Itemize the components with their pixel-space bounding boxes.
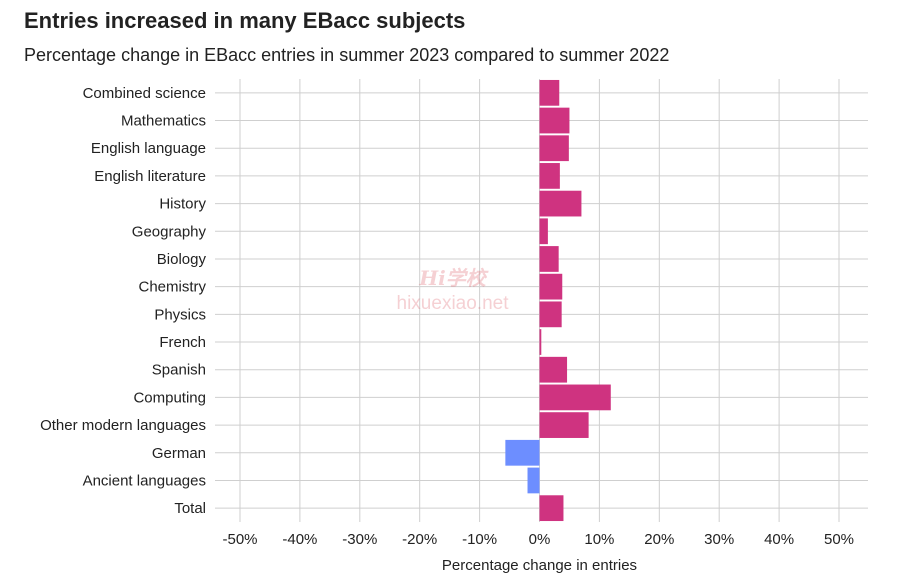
x-tick-label: -20% [402,531,437,548]
category-label: Geography [132,223,207,240]
bar [539,384,611,411]
bar [539,356,568,383]
category-label: Physics [154,306,206,323]
bar [539,301,562,328]
x-tick-label: 30% [704,531,734,548]
category-label: Chemistry [138,279,206,296]
category-label: Ancient languages [83,472,206,489]
category-label: German [152,445,206,462]
bar [539,107,570,134]
x-tick-label: -50% [222,531,257,548]
bar [539,163,560,189]
bar [505,439,540,466]
chart-subtitle: Percentage change in EBacc entries in su… [24,45,670,65]
category-label: Total [174,500,206,517]
chart-title: Entries increased in many EBacc subjects [24,8,466,33]
bar [539,246,559,272]
bar [539,190,582,217]
bar [539,218,548,245]
x-tick-label: 0% [529,531,551,548]
x-tick-label: 40% [764,531,794,548]
category-label: Other modern languages [40,417,206,434]
x-tick-label: -10% [462,531,497,548]
category-label: Spanish [152,362,206,379]
x-axis-title: Percentage change in entries [442,557,637,574]
category-label: Biology [157,251,207,268]
category-label: History [159,196,206,213]
category-label: Combined science [83,85,206,102]
x-tick-label: 10% [584,531,614,548]
bar [539,495,564,522]
x-tick-label: 20% [644,531,674,548]
bar [539,135,569,162]
category-label: French [159,334,206,351]
bar [539,412,589,438]
x-tick-label: -40% [282,531,317,548]
bar [539,79,560,106]
bar [539,329,542,355]
category-label: English language [91,140,206,157]
x-tick-label: -30% [342,531,377,548]
x-tick-label: 50% [824,531,854,548]
bar [527,467,540,494]
category-label: Mathematics [121,113,206,130]
bar [539,273,563,300]
category-label: English literature [94,168,206,185]
category-label: Computing [133,389,206,406]
